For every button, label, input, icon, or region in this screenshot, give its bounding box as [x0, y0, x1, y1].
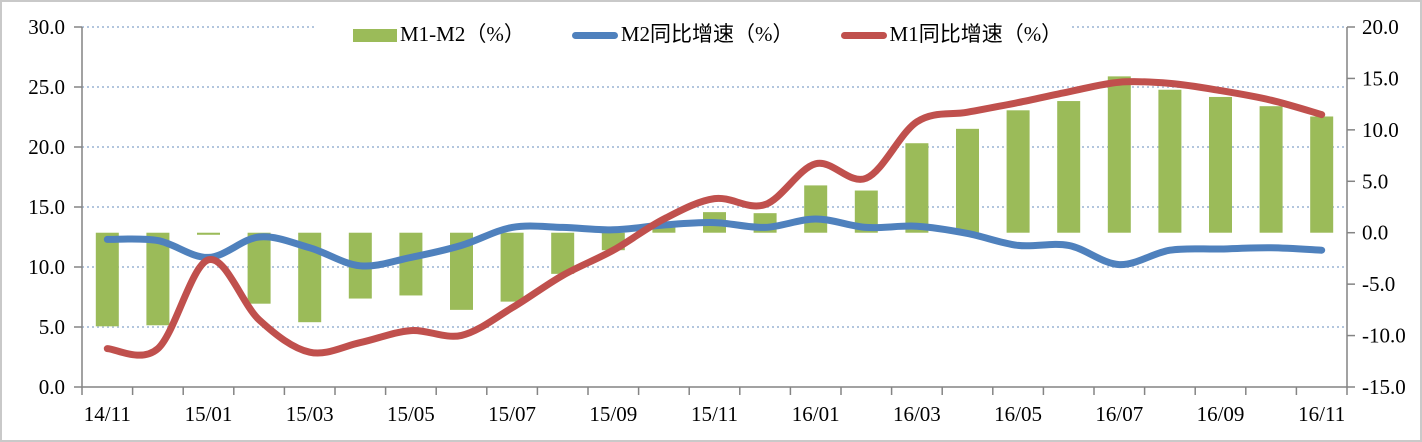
y-axis-left-tick-label: 15.0 — [28, 195, 65, 219]
y-axis-right-tick-label: 0.0 — [1362, 221, 1388, 245]
x-axis-tick-label: 16/05 — [994, 402, 1042, 426]
bar-m1-minus-m2 — [450, 232, 473, 310]
y-axis-left-tick-label: 25.0 — [28, 75, 65, 99]
y-axis-left-tick-label: 30.0 — [28, 15, 65, 39]
bar-m1-minus-m2 — [652, 227, 676, 233]
x-axis-tick-label: 16/09 — [1197, 402, 1245, 426]
bar-m1-minus-m2 — [146, 232, 170, 326]
bar-m1-minus-m2 — [956, 128, 979, 233]
legend-label-m1-growth: M1同比增速（%） — [889, 21, 1063, 46]
x-axis-tick-label: 15/03 — [286, 402, 334, 426]
legend-item-m1-minus-m2: M1-M2（%） — [353, 21, 525, 47]
bar-m1-minus-m2 — [1057, 101, 1081, 233]
legend-item-m2-growth: M2同比增速（%） — [571, 21, 794, 47]
x-axis-tick-label: 16/01 — [792, 402, 840, 426]
legend: M1-M2（%） M2同比增速（%） M1同比增速（%） — [315, 17, 1073, 53]
legend-item-m1-growth: M1同比增速（%） — [840, 21, 1063, 47]
bar-m1-minus-m2 — [804, 185, 828, 233]
y-axis-right-tick-label: 20.0 — [1362, 15, 1399, 39]
y-axis-right-tick-label: -5.0 — [1362, 272, 1395, 296]
bar-m1-minus-m2 — [298, 232, 322, 323]
y-axis-left-tick-label: 0.0 — [39, 375, 65, 399]
m2-line-swatch-icon — [571, 31, 618, 39]
x-axis-tick-label: 15/07 — [488, 402, 536, 426]
bar-m1-minus-m2 — [1158, 89, 1182, 233]
bar-m1-minus-m2 — [551, 232, 575, 274]
bar-m1-minus-m2 — [95, 232, 119, 327]
x-axis-tick-label: 16/03 — [893, 402, 941, 426]
x-axis-tick-label: 15/01 — [185, 402, 233, 426]
bar-m1-minus-m2 — [197, 232, 220, 235]
x-axis-tick-label: 15/09 — [589, 402, 637, 426]
m1-growth-line — [103, 78, 1326, 359]
y-axis-right-tick-label: 10.0 — [1362, 118, 1399, 142]
bar-m1-minus-m2 — [854, 190, 878, 233]
m2-growth-line — [103, 215, 1326, 270]
bar-m1-minus-m2 — [1107, 76, 1131, 233]
y-axis-left-tick-label: 10.0 — [28, 255, 65, 279]
m1-line-swatch-icon — [840, 31, 887, 39]
bar-m1-minus-m2 — [500, 232, 524, 302]
bar-m1-minus-m2 — [1259, 106, 1283, 233]
x-axis-tick-label: 14/11 — [84, 402, 131, 426]
x-axis-tick-label: 16/07 — [1095, 402, 1143, 426]
legend-label-m2-growth: M2同比增速（%） — [620, 21, 794, 46]
bar-m1-minus-m2 — [1310, 116, 1334, 233]
bar-m1-minus-m2 — [247, 232, 271, 304]
legend-label-m1-minus-m2: M1-M2（%） — [400, 21, 525, 46]
y-axis-left-tick-label: 5.0 — [39, 315, 65, 339]
bar-m1-minus-m2 — [399, 232, 423, 296]
x-axis-tick-label: 15/05 — [387, 402, 435, 426]
bar-series-swatch-icon — [353, 28, 397, 42]
bar-m1-minus-m2 — [1209, 96, 1232, 233]
bar-m1-minus-m2 — [905, 143, 929, 233]
x-axis-tick-label: 15/11 — [691, 402, 738, 426]
y-axis-right-tick-label: 15.0 — [1362, 66, 1399, 90]
bar-m1-minus-m2 — [1006, 110, 1030, 233]
x-axis-tick-label: 16/11 — [1298, 402, 1345, 426]
y-axis-left-tick-label: 20.0 — [28, 135, 65, 159]
y-axis-right-tick-label: 5.0 — [1362, 169, 1388, 193]
y-axis-right-tick-label: -10.0 — [1362, 324, 1406, 348]
y-axis-right-tick-label: -15.0 — [1362, 375, 1406, 399]
